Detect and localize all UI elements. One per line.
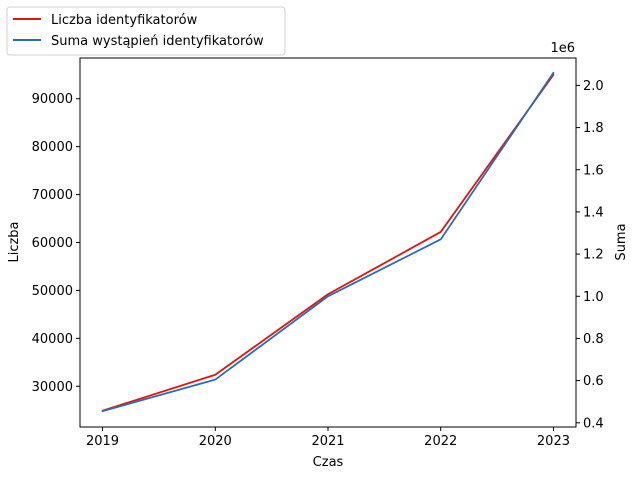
x-tick-label: 2022 <box>424 434 457 449</box>
x-axis: 2019 2020 2021 2022 2023 <box>86 427 570 449</box>
legend: Liczba identyfikatorów Suma wystąpień id… <box>6 6 286 56</box>
y-tick-label-right: 1.6 <box>583 163 604 178</box>
y-axis-left: 30000 40000 50000 60000 70000 80000 90000 <box>32 92 80 395</box>
legend-box <box>6 6 286 56</box>
y-tick-label-left: 30000 <box>32 380 73 395</box>
y-axis-right: 0.4 0.6 0.8 1.0 1.2 1.4 1.6 1.8 2.0 <box>576 79 604 431</box>
right-axis-offset-label: 1e6 <box>550 41 575 56</box>
y-tick-label-right: 0.8 <box>583 332 604 347</box>
y-tick-label-right: 0.6 <box>583 374 604 389</box>
x-tick-label: 2020 <box>199 434 232 449</box>
y-tick-label-right: 0.4 <box>583 416 604 431</box>
x-tick-label: 2023 <box>537 434 570 449</box>
x-tick-label: 2021 <box>311 434 344 449</box>
series-line-liczba <box>101 73 555 412</box>
y-tick-label-left: 60000 <box>32 236 73 251</box>
x-tick-label: 2019 <box>86 434 119 449</box>
x-axis-label: Czas <box>313 455 344 470</box>
y-axis-left-label: Liczba <box>7 221 22 262</box>
series-line-suma <box>101 71 555 413</box>
y-tick-label-left: 50000 <box>32 284 73 299</box>
y-tick-label-left: 70000 <box>32 188 73 203</box>
y-tick-label-right: 1.8 <box>583 121 604 136</box>
legend-label-suma: Suma wystąpień identyfikatorów <box>51 34 264 49</box>
y-tick-label-right: 1.2 <box>583 248 604 263</box>
y-tick-label-right: 2.0 <box>583 79 604 94</box>
y-tick-label-left: 90000 <box>32 92 73 107</box>
y-tick-label-right: 1.4 <box>583 205 604 220</box>
y-tick-label-left: 40000 <box>32 332 73 347</box>
y-tick-label-right: 1.0 <box>583 290 604 305</box>
legend-label-liczba: Liczba identyfikatorów <box>51 13 198 28</box>
y-tick-label-left: 80000 <box>32 140 73 155</box>
series-layer <box>101 71 555 413</box>
y-axis-right-label: Suma <box>614 223 629 260</box>
